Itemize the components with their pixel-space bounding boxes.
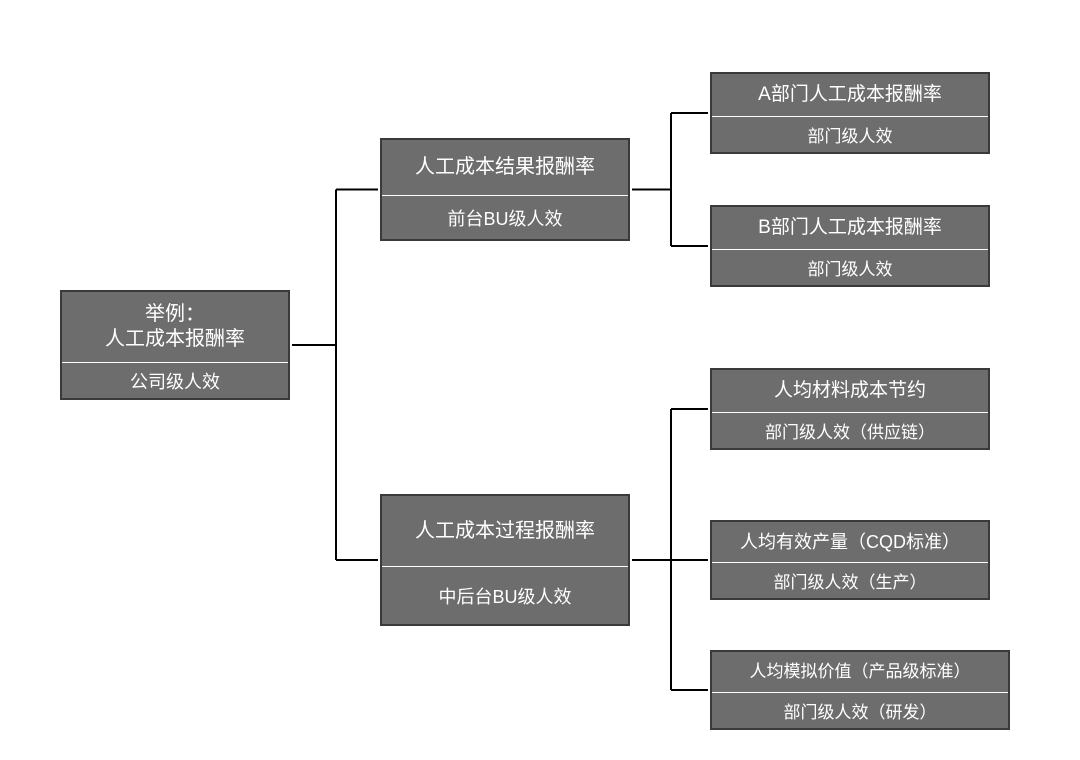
- node-l3_3: 人均材料成本节约部门级人效（供应链）: [710, 368, 990, 450]
- node-l3_2-title: B部门人工成本报酬率: [712, 207, 988, 249]
- node-l3_4: 人均有效产量（CQD标准）部门级人效（生产）: [710, 520, 990, 600]
- node-l2b-sub: 中后台BU级人效: [382, 566, 628, 628]
- node-l3_3-sub: 部门级人效（供应链）: [712, 412, 988, 452]
- node-l3_2-sub: 部门级人效: [712, 249, 988, 289]
- node-l3_4-title: 人均有效产量（CQD标准）: [712, 522, 988, 562]
- node-l3_2: B部门人工成本报酬率部门级人效: [710, 205, 990, 287]
- diagram-canvas: 举例：人工成本报酬率公司级人效人工成本结果报酬率前台BU级人效人工成本过程报酬率…: [0, 0, 1080, 760]
- node-l3_5: 人均模拟价值（产品级标准）部门级人效（研发）: [710, 650, 1010, 730]
- node-l2a-title: 人工成本结果报酬率: [382, 140, 628, 195]
- node-l3_1-title: A部门人工成本报酬率: [712, 74, 988, 116]
- node-root: 举例：人工成本报酬率公司级人效: [60, 290, 290, 400]
- node-root-title: 举例：人工成本报酬率: [62, 292, 288, 362]
- node-l2a-sub: 前台BU级人效: [382, 195, 628, 243]
- node-l2a: 人工成本结果报酬率前台BU级人效: [380, 138, 630, 241]
- node-l3_4-sub: 部门级人效（生产）: [712, 562, 988, 602]
- node-l2b: 人工成本过程报酬率中后台BU级人效: [380, 494, 630, 626]
- node-l3_5-sub: 部门级人效（研发）: [712, 692, 1008, 732]
- node-l3_5-title: 人均模拟价值（产品级标准）: [712, 652, 1008, 692]
- node-l3_1: A部门人工成本报酬率部门级人效: [710, 72, 990, 154]
- node-l2b-title: 人工成本过程报酬率: [382, 496, 628, 566]
- node-root-sub: 公司级人效: [62, 362, 288, 402]
- node-l3_3-title: 人均材料成本节约: [712, 370, 988, 412]
- node-l3_1-sub: 部门级人效: [712, 116, 988, 156]
